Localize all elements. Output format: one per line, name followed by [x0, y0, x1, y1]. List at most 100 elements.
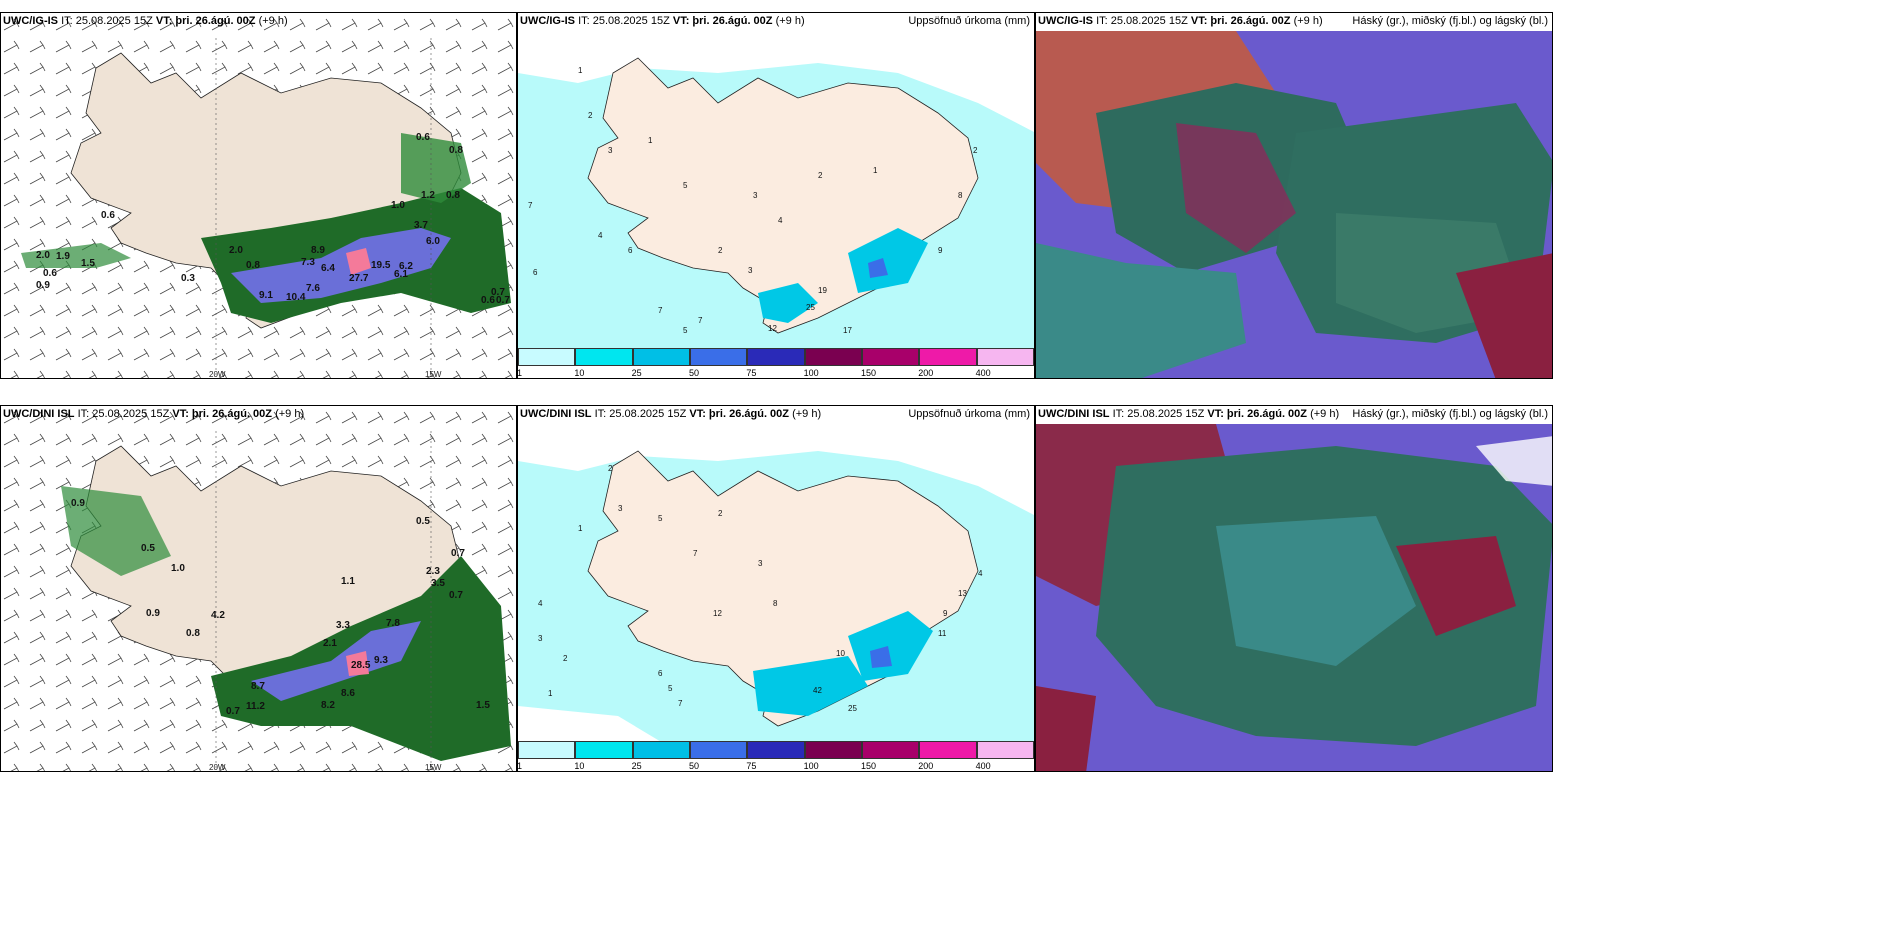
panel-wind-precip-igis: UWC/IG-IS IT: 25.08.2025 15Z VT: þri. 26… [0, 12, 517, 379]
colorbar: 1 10 25 50 75 100 150 200 400 [518, 348, 1034, 378]
svg-text:0.8: 0.8 [246, 260, 260, 271]
svg-text:2: 2 [973, 146, 978, 155]
svg-text:1: 1 [548, 689, 553, 698]
svg-text:0.3: 0.3 [181, 273, 195, 284]
svg-text:6.0: 6.0 [426, 236, 440, 247]
svg-text:4: 4 [538, 599, 543, 608]
panel-title: UWC/IG-IS IT: 25.08.2025 15Z VT: þri. 26… [3, 15, 288, 27]
lon-label: 20W [209, 370, 226, 379]
svg-text:7.8: 7.8 [386, 618, 400, 629]
map-clouds [1036, 424, 1552, 771]
svg-text:1.0: 1.0 [391, 200, 405, 211]
svg-text:8.6: 8.6 [341, 688, 355, 699]
svg-text:9.3: 9.3 [374, 655, 388, 666]
svg-text:0.7: 0.7 [226, 706, 240, 717]
svg-text:6.2: 6.2 [399, 261, 413, 272]
panel-title: UWC/DINI ISL IT: 25.08.2025 15Z VT: þri.… [520, 408, 822, 420]
svg-text:28.5: 28.5 [351, 660, 371, 671]
svg-text:2: 2 [718, 509, 723, 518]
svg-text:8: 8 [773, 599, 778, 608]
svg-text:3: 3 [608, 146, 613, 155]
panel-subtitle: Uppsöfnuð úrkoma (mm) [908, 408, 1030, 420]
svg-text:6: 6 [658, 669, 663, 678]
svg-text:4: 4 [978, 569, 983, 578]
svg-text:1.2: 1.2 [421, 190, 435, 201]
svg-text:0.8: 0.8 [186, 628, 200, 639]
lon-label: 20W [209, 763, 226, 772]
svg-text:12: 12 [713, 609, 722, 618]
svg-text:2: 2 [563, 654, 568, 663]
svg-text:9: 9 [943, 609, 948, 618]
svg-text:2: 2 [608, 464, 613, 473]
svg-text:3: 3 [753, 191, 758, 200]
svg-text:10.4: 10.4 [286, 292, 306, 303]
panel-clouds-igis: UWC/IG-IS IT: 25.08.2025 15Z VT: þri. 26… [1035, 12, 1553, 379]
svg-text:1: 1 [578, 524, 583, 533]
svg-text:10: 10 [836, 649, 845, 658]
panel-accum-precip-dini: UWC/DINI ISL IT: 25.08.2025 15Z VT: þri.… [517, 405, 1035, 772]
panel-subtitle: Háský (gr.), miðský (fj.bl.) og lágský (… [1352, 15, 1548, 27]
svg-text:0.8: 0.8 [449, 145, 463, 156]
svg-text:3: 3 [538, 634, 543, 643]
svg-text:1: 1 [648, 136, 653, 145]
svg-text:1.0: 1.0 [171, 563, 185, 574]
svg-text:2.3: 2.3 [426, 566, 440, 577]
svg-text:4.2: 4.2 [211, 610, 225, 621]
panel-title: UWC/DINI ISL IT: 25.08.2025 15Z VT: þri.… [1038, 408, 1340, 420]
lon-label: 15W [425, 370, 442, 379]
svg-text:0.9: 0.9 [36, 280, 50, 291]
svg-text:3: 3 [618, 504, 623, 513]
svg-text:5: 5 [683, 326, 688, 335]
svg-text:0.9: 0.9 [146, 608, 160, 619]
svg-text:3.7: 3.7 [414, 220, 428, 231]
svg-text:5: 5 [683, 181, 688, 190]
svg-text:8: 8 [958, 191, 963, 200]
map-clouds [1036, 31, 1552, 378]
panel-subtitle: Uppsöfnuð úrkoma (mm) [908, 15, 1030, 27]
svg-text:1: 1 [578, 66, 583, 75]
svg-text:7: 7 [693, 549, 698, 558]
svg-text:5: 5 [658, 514, 663, 523]
svg-text:1.5: 1.5 [81, 258, 95, 269]
panel-title: UWC/IG-IS IT: 25.08.2025 15Z VT: þri. 26… [520, 15, 805, 27]
panel-title: UWC/DINI ISL IT: 25.08.2025 15Z VT: þri.… [3, 408, 305, 420]
svg-text:2.0: 2.0 [36, 250, 50, 261]
svg-text:2.0: 2.0 [229, 245, 243, 256]
svg-text:2: 2 [818, 171, 823, 180]
svg-text:2.1: 2.1 [323, 638, 337, 649]
svg-text:1.5: 1.5 [476, 700, 490, 711]
panel-accum-precip-igis: UWC/IG-IS IT: 25.08.2025 15Z VT: þri. 26… [517, 12, 1035, 379]
svg-text:3.5: 3.5 [431, 578, 445, 589]
svg-text:6.4: 6.4 [321, 263, 335, 274]
svg-text:0.6: 0.6 [481, 295, 495, 306]
svg-text:0.5: 0.5 [141, 543, 155, 554]
svg-text:1: 1 [873, 166, 878, 175]
svg-text:0.7: 0.7 [451, 548, 465, 559]
panel-title: UWC/IG-IS IT: 25.08.2025 15Z VT: þri. 26… [1038, 15, 1323, 27]
svg-text:7: 7 [678, 699, 683, 708]
panel-wind-precip-dini: UWC/DINI ISL IT: 25.08.2025 15Z VT: þri.… [0, 405, 517, 772]
svg-text:9.1: 9.1 [259, 290, 273, 301]
svg-text:1.9: 1.9 [56, 251, 70, 262]
svg-text:4: 4 [598, 231, 603, 240]
svg-text:0.7: 0.7 [496, 295, 510, 306]
svg-text:5: 5 [668, 684, 673, 693]
map-wind-precip: 20W 15W 0.9 0.5 1.0 0.9 0.8 4.2 1.1 0.5 0.7 3… [1, 406, 516, 772]
svg-text:0.8: 0.8 [446, 190, 460, 201]
map-wind-precip: 20W 15W 2.0 1.9 0.60.9 1.50.6 0.32.0 0.88… [1, 13, 516, 379]
lon-label: 15W [425, 763, 442, 772]
svg-text:19.5: 19.5 [371, 260, 391, 271]
panel-subtitle: Háský (gr.), miðský (fj.bl.) og lágský (… [1352, 408, 1548, 420]
svg-text:0.9: 0.9 [71, 498, 85, 509]
svg-text:6.1: 6.1 [394, 269, 408, 280]
colorbar: 1 10 25 50 75 100 150 200 400 [518, 741, 1034, 771]
svg-text:13: 13 [958, 589, 967, 598]
svg-text:8.7: 8.7 [251, 681, 265, 692]
svg-text:6: 6 [533, 268, 538, 277]
svg-text:11: 11 [938, 629, 947, 638]
svg-text:25: 25 [848, 704, 857, 713]
svg-text:27.7: 27.7 [349, 273, 369, 284]
svg-text:9: 9 [938, 246, 943, 255]
svg-text:3.3: 3.3 [336, 620, 350, 631]
